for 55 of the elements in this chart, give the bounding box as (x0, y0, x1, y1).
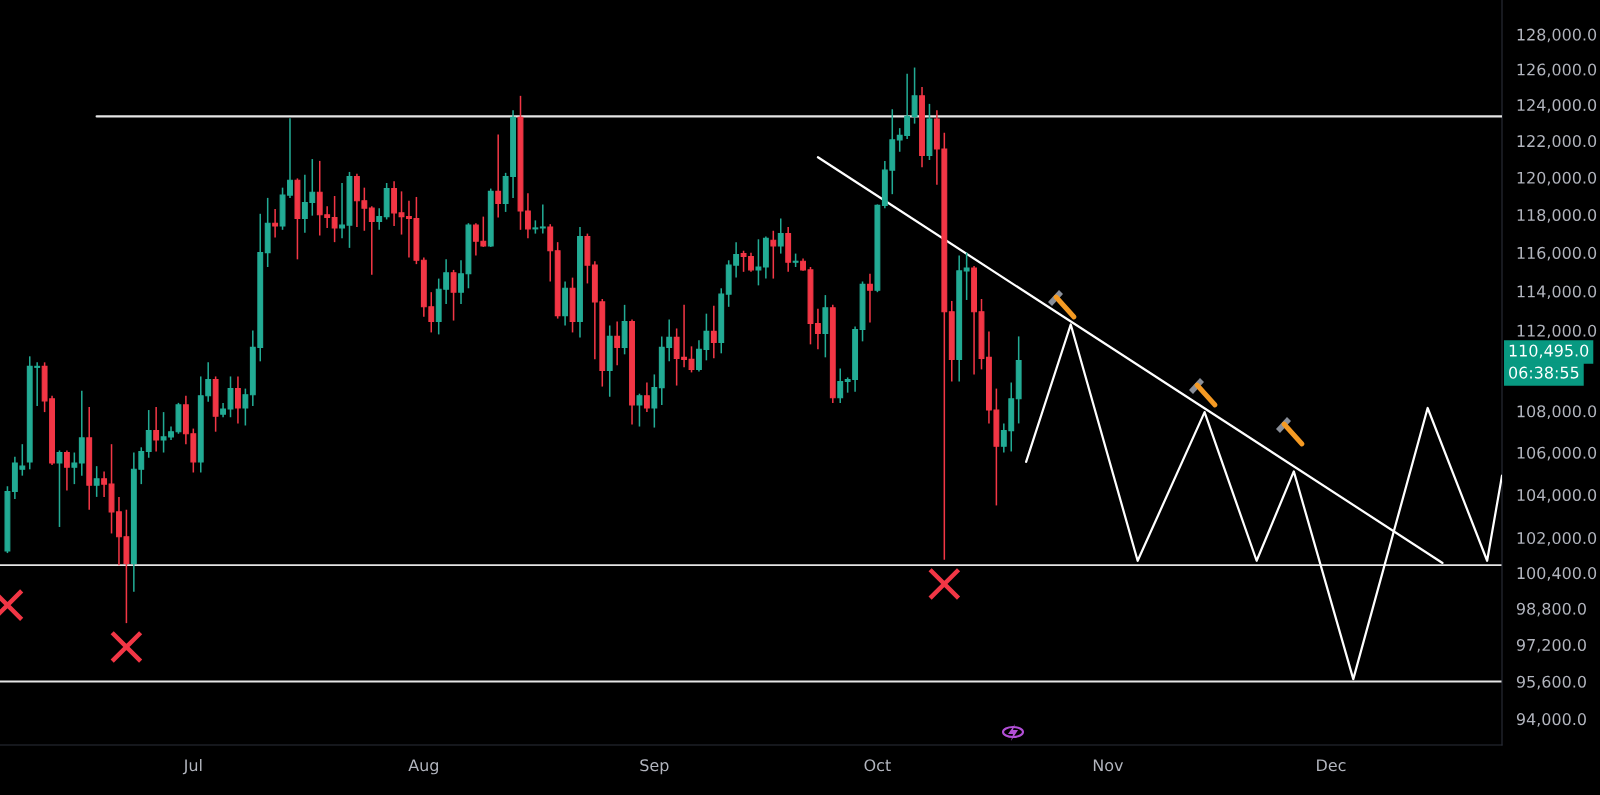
y-tick-label: 102,000.0 (1517, 532, 1597, 546)
text: 110,495.0 (1509, 344, 1589, 359)
candlestick (235, 375, 241, 425)
candlestick (867, 272, 873, 324)
candlestick (770, 229, 777, 280)
y-tick-label: 106,000.0 (1517, 446, 1597, 461)
candlestick (614, 320, 621, 367)
candlestick (636, 392, 643, 428)
y-tick-label: 95,600.0 (1516, 675, 1586, 690)
x-tick-label: Oct (864, 759, 891, 772)
y-tick-label: 122,000.0 (1517, 135, 1597, 149)
candlestick (755, 238, 762, 287)
candlestick (145, 409, 152, 459)
candlestick (101, 470, 108, 498)
y-tick-label: 94,000.0 (1516, 713, 1586, 727)
y-tick-label: 118,000.0 (1517, 208, 1597, 223)
candlestick (651, 373, 658, 429)
candlestick (837, 367, 844, 404)
x-tick-label: Nov (1093, 759, 1124, 772)
y-tick-label: 114,000.0 (1517, 285, 1597, 300)
y-tick-label: 108,000.0 (1517, 405, 1597, 419)
y-tick-label: 126,000.0 (1517, 63, 1597, 78)
candlestick (547, 223, 554, 283)
x-tick-label: Aug (408, 759, 438, 775)
y-tick-label: 116,000.0 (1517, 246, 1597, 261)
text: 06:38:55 (1509, 366, 1579, 379)
candlestick (963, 251, 970, 301)
y-tick-label: 98,800.0 (1516, 602, 1586, 617)
y-tick-label: 124,000.0 (1517, 98, 1597, 113)
candlestick (331, 195, 338, 243)
candlestick (242, 387, 249, 427)
y-tick-label: 104,000.0 (1517, 488, 1597, 503)
candlestick (450, 269, 457, 322)
y-tick-label: 100,400.0 (1517, 567, 1597, 581)
candlestick (777, 217, 784, 255)
candlestick (376, 207, 383, 231)
candlestick (272, 208, 279, 239)
x-tick-label: Dec (1317, 759, 1346, 772)
y-tick-label: 120,000.0 (1517, 171, 1597, 186)
candlestick (93, 465, 100, 498)
candlestick (539, 203, 546, 235)
candlestick (56, 449, 63, 528)
candlestick (710, 305, 717, 360)
y-tick-label: 112,000.0 (1517, 324, 1597, 339)
y-tick-label: 128,000.0 (1517, 28, 1597, 43)
candlestick (153, 406, 160, 453)
y-tick-label: 97,200.0 (1516, 638, 1586, 653)
x-tick-label: Jul (182, 758, 202, 775)
candlestick (495, 133, 502, 219)
candlestick (911, 66, 918, 125)
candlestick (63, 449, 70, 492)
x-tick-label: Sep (640, 759, 669, 775)
candlestick (643, 381, 650, 413)
candlestick (71, 451, 78, 485)
candlestick (368, 205, 375, 276)
